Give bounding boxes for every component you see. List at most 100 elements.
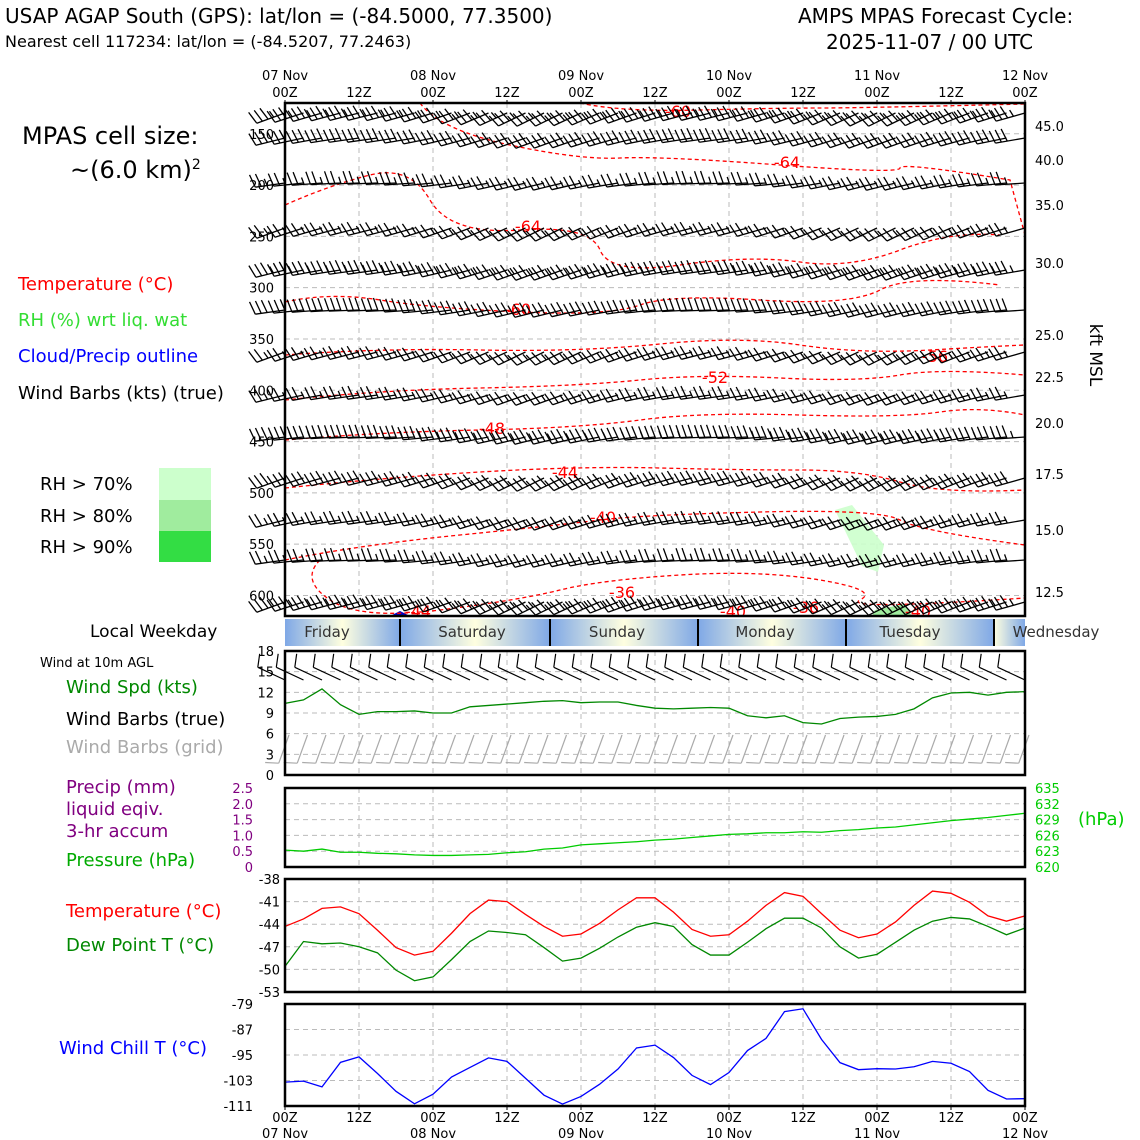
wind-barb [803, 301, 841, 317]
wind-barb [730, 548, 767, 563]
top-time-tick: 00Z [568, 86, 594, 101]
wind-barb [895, 132, 933, 149]
weekday-label: Wednesday [1013, 623, 1100, 641]
wind-barb [618, 512, 656, 527]
wind-barb [645, 653, 674, 681]
wind-barb [248, 513, 286, 528]
wind-barb [932, 349, 970, 364]
title-right-2: 2025-11-07 / 00 UTC [826, 30, 1034, 54]
wind-barb [748, 298, 785, 314]
temp-tick-label: -47 [259, 941, 280, 956]
wind-barb [803, 109, 841, 126]
bottom-time-tick: 00Z [420, 1111, 446, 1126]
wind-barb [673, 594, 711, 610]
wind-barb [914, 552, 952, 567]
wind-barb [989, 425, 1026, 440]
wind-barb [322, 105, 360, 121]
wind-barb [599, 513, 637, 528]
wind-barb [894, 734, 919, 764]
wind-barb [359, 260, 397, 276]
wind-barb [305, 171, 341, 186]
wind-barb [914, 301, 952, 317]
wind-barb [562, 390, 600, 405]
wind-barb [764, 734, 790, 764]
top-time-tick: 12Z [938, 86, 964, 101]
rh70-swatch [159, 468, 211, 500]
wind-barb [655, 511, 693, 526]
wind-barb [516, 653, 545, 681]
wind-barb [637, 511, 674, 526]
bottom-date-label: 09 Nov [558, 1127, 604, 1140]
temp-tick-label: -44 [259, 918, 280, 933]
wind-barb [655, 594, 693, 611]
wind-barb [627, 653, 656, 681]
wind-barb [524, 734, 549, 764]
wind-barb [877, 302, 915, 318]
wind-barb [988, 222, 1026, 237]
wind-barb [803, 226, 841, 241]
pressure-tick-label: 635 [1035, 782, 1060, 797]
wind-barb [285, 471, 323, 488]
wind-barb [507, 553, 545, 568]
wind-barb [414, 262, 452, 278]
wind-barb [932, 514, 970, 529]
wind-barb [969, 106, 1007, 123]
wind-barb [359, 128, 397, 144]
top-time-tick: 12Z [346, 86, 372, 101]
wind-barb [960, 653, 989, 681]
wind-barb [766, 388, 804, 403]
wind-barb [488, 302, 526, 318]
wind-barb [507, 351, 545, 366]
wind-barb [877, 429, 915, 445]
wind-barb [248, 596, 286, 613]
wind-barb [340, 345, 378, 360]
wind-barb [507, 429, 545, 445]
wind-barb [803, 428, 841, 444]
wind-barb [431, 734, 457, 764]
wind-barb [285, 347, 323, 362]
wind-barb [563, 301, 600, 317]
weekday-label: Friday [304, 623, 350, 641]
bottom-time-tick: 12Z [346, 1111, 372, 1126]
wind-barb [840, 516, 878, 531]
wind-tick-label: 3 [266, 748, 274, 763]
weekday-label: Tuesday [878, 623, 940, 641]
precip-tick-label: 1.0 [232, 829, 253, 844]
wind-barb [978, 653, 1007, 681]
wind-barb [342, 297, 378, 312]
wind-barb [951, 262, 989, 278]
wind-barb [729, 106, 767, 122]
wind-barb [600, 299, 637, 315]
wind-barb [655, 105, 693, 122]
wind-barb [323, 170, 360, 185]
wind-barb [507, 176, 545, 191]
temperature-contour [284, 172, 1001, 269]
wind-barb [342, 170, 378, 185]
wind-barb [655, 386, 693, 401]
wind-barb [932, 262, 970, 279]
wind-barb [712, 548, 748, 563]
wind-barb [989, 298, 1026, 313]
pressure-tick-label: 400 [249, 384, 274, 399]
wind-barb [675, 297, 711, 312]
wind-barb [858, 599, 896, 616]
wind-barb [562, 515, 600, 530]
legend-rh90: RH > 90% [40, 537, 133, 558]
wind-barb [433, 514, 471, 529]
wind-barb [727, 734, 753, 764]
legend-rh: RH (%) wrt liq. wat [18, 310, 188, 331]
wind-barb [544, 428, 582, 445]
wind-barb [331, 653, 360, 681]
wind-barb [970, 549, 1007, 564]
wind-barb [360, 424, 397, 439]
wind-barb [397, 425, 434, 441]
wind-barb [710, 470, 748, 487]
wind-barb [415, 299, 452, 315]
wind-barb [986, 734, 1012, 764]
wind-barb [858, 302, 896, 318]
wind-barb [785, 174, 822, 189]
legend-precip-2: liquid eqiv. [66, 799, 164, 820]
wind-barb [286, 171, 323, 186]
wind-barb [488, 227, 526, 242]
temperature-contour [284, 510, 1026, 561]
